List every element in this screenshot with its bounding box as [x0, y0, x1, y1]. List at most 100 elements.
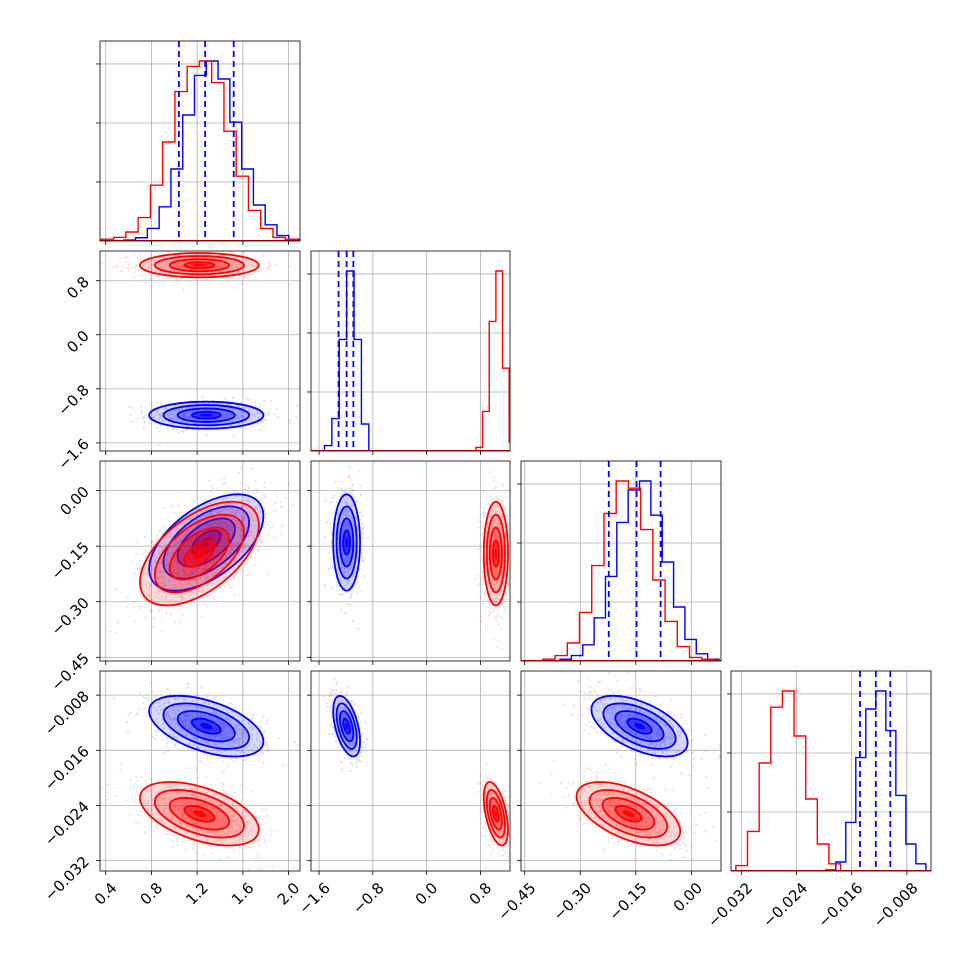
panel-content — [100, 251, 298, 446]
panel-2-0: −0.45 −0.30 −0.15 0.00 — [48, 460, 301, 695]
panel-frame — [310, 460, 511, 662]
contour-red — [183, 261, 216, 270]
y-tick-label: −0.024 — [41, 798, 93, 850]
contour-red — [491, 804, 500, 823]
x-tick-label: −0.024 — [759, 879, 811, 931]
y-tick-label: −1.6 — [54, 435, 92, 473]
histogram-red — [542, 480, 715, 661]
panel-frame — [520, 670, 722, 872]
density-blue — [634, 722, 645, 730]
contour-red — [575, 781, 682, 847]
x-tick-label: −0.30 — [550, 879, 595, 924]
contour-blue — [191, 717, 222, 735]
contour-red — [588, 789, 669, 839]
x-tick-label: −0.016 — [814, 879, 866, 931]
panel-3-3: −0.032 −0.024 −0.016 −0.008 — [704, 670, 932, 931]
contour-red — [482, 500, 509, 607]
contour-blue — [332, 694, 361, 758]
x-tick-label: 0.0 — [412, 879, 442, 909]
panel-1-0: −1.6 −0.8 0.0 0.8 — [54, 250, 301, 473]
y-tick-label: −0.8 — [54, 381, 92, 419]
contour-blue — [176, 517, 236, 568]
contour-red — [168, 526, 231, 581]
contour-blue — [590, 694, 689, 758]
contour-blue — [614, 710, 665, 743]
x-tick-label: −0.008 — [870, 879, 922, 931]
panel-content — [322, 671, 510, 871]
contour-red — [153, 789, 245, 839]
x-tick-label: 0.00 — [670, 879, 706, 915]
contour-red — [153, 255, 245, 276]
panel-content — [521, 461, 721, 661]
contour-blue — [602, 702, 677, 750]
x-tick-label: 0.8 — [466, 879, 496, 909]
contour-blue — [162, 505, 251, 580]
x-tick-label: −1.6 — [295, 879, 333, 917]
contour-red — [485, 789, 506, 839]
panel-content — [100, 466, 294, 635]
panel-content — [100, 41, 300, 241]
panel-3-0: 0.4 0.8 1.2 1.6 2.0−0.032−0.024−0.016−0.008 — [41, 670, 303, 909]
panel-frame — [310, 250, 511, 452]
scatter-red — [100, 466, 291, 635]
contour-blue — [332, 493, 361, 592]
contour-blue — [335, 702, 358, 750]
y-tick-label: −0.15 — [48, 538, 93, 583]
contour-red — [491, 539, 500, 568]
density-blue — [345, 537, 349, 548]
panel-2-2 — [517, 460, 722, 665]
panel-frame — [520, 460, 722, 662]
contour-red — [488, 526, 503, 581]
contour-red — [139, 781, 260, 847]
histogram-red — [475, 270, 510, 451]
panel-frame — [730, 670, 932, 872]
x-tick-label: 0.8 — [137, 879, 167, 909]
contour-red — [168, 258, 231, 273]
panel-3-2: −0.45 −0.30 −0.15 0.00 — [494, 670, 722, 924]
contour-red — [168, 796, 231, 831]
density-red — [622, 810, 635, 818]
panel-1-1 — [307, 250, 511, 455]
histogram-blue — [559, 480, 720, 661]
density-red — [192, 263, 206, 267]
contour-red — [153, 513, 245, 594]
panel-content — [101, 682, 299, 871]
contour-red — [183, 539, 216, 568]
x-tick-label: −0.8 — [349, 879, 387, 917]
contour-blue — [342, 717, 351, 735]
contour-red — [183, 804, 216, 823]
contour-red — [488, 796, 503, 831]
contour-blue — [148, 493, 265, 592]
y-tick-label: 0.8 — [63, 273, 93, 303]
panel-2-1 — [307, 460, 511, 665]
contour-red — [139, 252, 260, 279]
contour-red — [139, 500, 260, 607]
y-tick-label: −0.30 — [48, 594, 93, 639]
panel-3-1: −1.6 −0.8 0.0 0.8 — [295, 670, 511, 918]
panel-frame — [99, 40, 301, 242]
density-red — [494, 547, 498, 560]
y-tick-label: −0.016 — [41, 742, 93, 794]
x-tick-label: 1.6 — [228, 879, 258, 909]
y-tick-label: −0.45 — [48, 649, 93, 694]
x-tick-label: 0.4 — [91, 879, 121, 909]
contour-red — [614, 804, 643, 823]
y-tick-label: 0.0 — [63, 327, 93, 357]
contour-red — [601, 796, 656, 831]
panel-content — [323, 466, 510, 651]
x-tick-label: −0.45 — [494, 879, 539, 924]
contour-blue — [162, 702, 251, 750]
contour-blue — [162, 404, 251, 427]
y-tick-label: −0.032 — [41, 853, 93, 905]
panel-frame — [99, 670, 301, 872]
panel-content — [731, 671, 931, 871]
y-tick-label: −0.008 — [41, 687, 93, 739]
histogram-blue — [825, 690, 927, 871]
contour-blue — [176, 710, 236, 743]
contour-blue — [148, 400, 265, 430]
panel-frame — [99, 460, 301, 662]
panel-frame — [310, 670, 511, 872]
contour-blue — [339, 710, 355, 743]
histogram-blue — [111, 60, 300, 241]
histogram-red — [735, 690, 842, 871]
